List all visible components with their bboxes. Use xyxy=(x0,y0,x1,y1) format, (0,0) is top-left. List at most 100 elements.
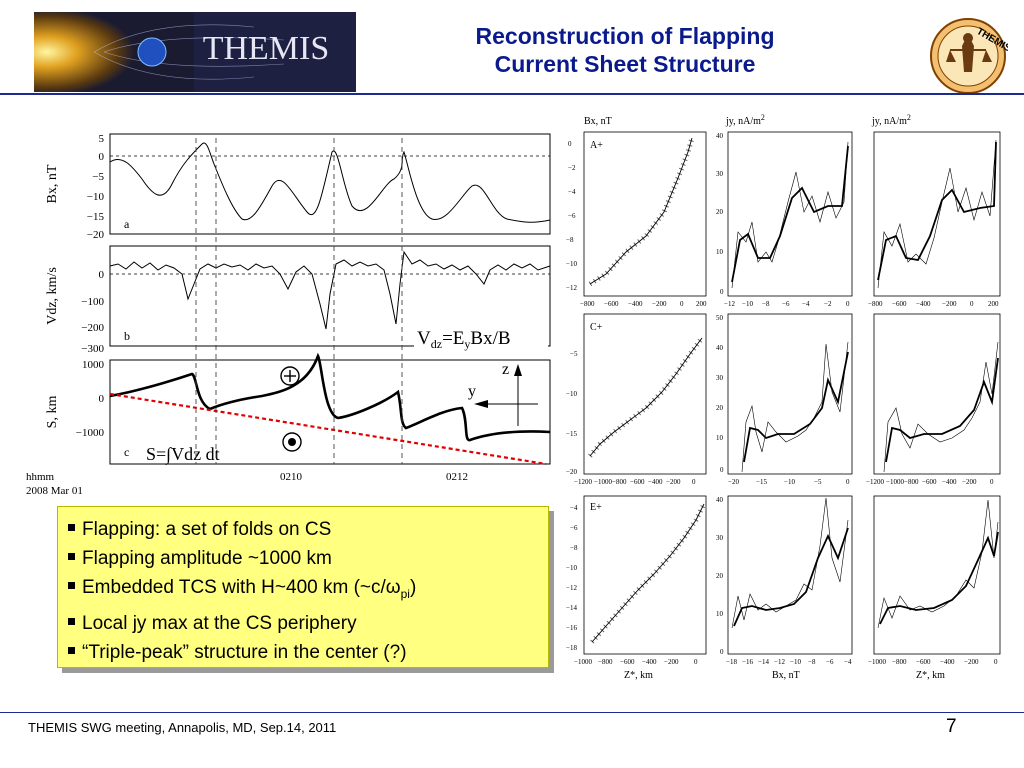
tick: −18 xyxy=(726,658,737,666)
tick: 10 xyxy=(716,610,724,618)
footer-divider xyxy=(0,712,1024,713)
panel-b-ylabel: Vdz, km/s xyxy=(45,267,60,325)
panel-b-tick: 0 xyxy=(99,269,105,281)
page-number: 7 xyxy=(946,716,957,737)
tick: 0 xyxy=(720,466,724,474)
axis-y-label: y xyxy=(468,383,476,400)
row-3: E+ −1000 −800 −600 −400 −200 0 −4 −6 −8 … xyxy=(566,495,1001,681)
tick: −16 xyxy=(566,624,577,632)
tick: 0 xyxy=(970,300,974,308)
tick: −200 xyxy=(652,300,667,308)
vdz-formula: Vdz=EyBx/B xyxy=(417,328,511,351)
list-item: Flapping amplitude ~1000 km xyxy=(68,544,538,573)
summary-list: Flapping: a set of folds on CS Flapping … xyxy=(68,515,538,667)
tick: −1000 xyxy=(594,478,612,486)
tick: −1200 xyxy=(574,478,592,486)
tick: −5 xyxy=(570,350,578,358)
row-label: A+ xyxy=(590,140,603,151)
tick: −10 xyxy=(566,390,577,398)
tick: −1000 xyxy=(868,658,886,666)
tick: −10 xyxy=(566,564,577,572)
list-item: Flapping: a set of folds on CS xyxy=(68,515,538,544)
tick: −8 xyxy=(570,544,578,552)
tick: −400 xyxy=(940,658,955,666)
tick: −10 xyxy=(784,478,795,486)
tick: −10 xyxy=(742,300,753,308)
date-label: 2008 Mar 01 xyxy=(26,485,83,496)
tick: −18 xyxy=(566,644,577,652)
tick: −6 xyxy=(826,658,834,666)
col1-header: Bx, nT xyxy=(584,116,612,127)
time-series-figure: Bx, nT 5 0 −5 −10 −15 −20 a Vdz, km/s 0 … xyxy=(26,133,551,496)
vdz-trace xyxy=(109,250,551,330)
tick: −200 xyxy=(666,478,681,486)
time-tick: 0212 xyxy=(446,471,468,483)
tick: −6 xyxy=(782,300,790,308)
panel-c: S, km 1000 0 −1000 z y c S=∫Vdz dt xyxy=(45,352,551,466)
list-item: Local jy max at the CS periphery xyxy=(68,609,538,638)
tick: −6 xyxy=(568,212,576,220)
tick: 0 xyxy=(990,478,994,486)
tick: 30 xyxy=(716,534,724,542)
tick: −4 xyxy=(802,300,810,308)
panel-a-tick: −20 xyxy=(87,229,105,241)
panel-a-letter: a xyxy=(124,217,130,231)
panel-c-ylabel: S, km xyxy=(45,396,60,429)
tick: −12 xyxy=(566,584,577,592)
tick: −2 xyxy=(824,300,832,308)
tick: −6 xyxy=(570,524,578,532)
panel-a-tick: −10 xyxy=(87,191,105,203)
bx-trace xyxy=(109,142,551,223)
list-item: “Triple-peak” structure in the center (?… xyxy=(68,638,538,667)
tick: −400 xyxy=(642,658,657,666)
axis-z-label: z xyxy=(502,361,509,378)
tick: −14 xyxy=(758,658,769,666)
tick: −16 xyxy=(742,658,753,666)
s-trace xyxy=(109,352,551,442)
tick: 40 xyxy=(716,344,724,352)
list-item: Embedded TCS with H~400 km (~c/ωpi) xyxy=(68,573,538,609)
col2-header: jy, nA/m2 xyxy=(725,113,765,127)
panel-b-tick: −100 xyxy=(81,296,104,308)
tick: −400 xyxy=(648,478,663,486)
panel-b-letter: b xyxy=(124,329,130,343)
tick: 20 xyxy=(716,572,724,580)
panel-a-tick: −15 xyxy=(87,211,105,223)
tick: 20 xyxy=(716,404,724,412)
time-tick: 0210 xyxy=(280,471,303,483)
tick: −10 xyxy=(566,260,577,268)
title-divider xyxy=(0,93,1024,95)
s-formula: S=∫Vdz dt xyxy=(146,444,220,465)
tick: −1000 xyxy=(574,658,592,666)
tick: 0 xyxy=(694,658,698,666)
tick: −600 xyxy=(630,478,645,486)
tick: −600 xyxy=(922,478,937,486)
tick: 0 xyxy=(692,478,696,486)
tick: −800 xyxy=(612,478,627,486)
tick: −15 xyxy=(756,478,767,486)
tick: 0 xyxy=(994,658,998,666)
tick: −600 xyxy=(916,658,931,666)
title-line-2: Current Sheet Structure xyxy=(494,51,756,77)
row-label: C+ xyxy=(590,322,603,333)
tick: −1200 xyxy=(866,478,884,486)
banner-text: THEMIS xyxy=(203,30,330,67)
tick: 0 xyxy=(846,300,850,308)
panel-a-tick: −5 xyxy=(92,171,104,183)
tick: 200 xyxy=(696,300,707,308)
footer-text: THEMIS SWG meeting, Annapolis, MD, Sep.1… xyxy=(28,720,337,735)
panel-c-tick: 0 xyxy=(99,393,105,405)
red-trend-line xyxy=(109,392,547,466)
tick: 20 xyxy=(716,208,724,216)
tick: −800 xyxy=(598,658,613,666)
panel-c-tick: 1000 xyxy=(82,359,105,371)
panel-a: Bx, nT 5 0 −5 −10 −15 −20 a xyxy=(45,133,551,241)
panel-b-tick: −200 xyxy=(81,322,104,334)
slide-title: Reconstruction of Flapping Current Sheet… xyxy=(380,22,870,78)
tick: 40 xyxy=(716,496,724,504)
tick: −200 xyxy=(964,658,979,666)
tick: 10 xyxy=(716,434,724,442)
panel-a-ylabel: Bx, nT xyxy=(45,164,60,203)
tick: −2 xyxy=(568,164,576,172)
tick: −15 xyxy=(566,430,577,438)
